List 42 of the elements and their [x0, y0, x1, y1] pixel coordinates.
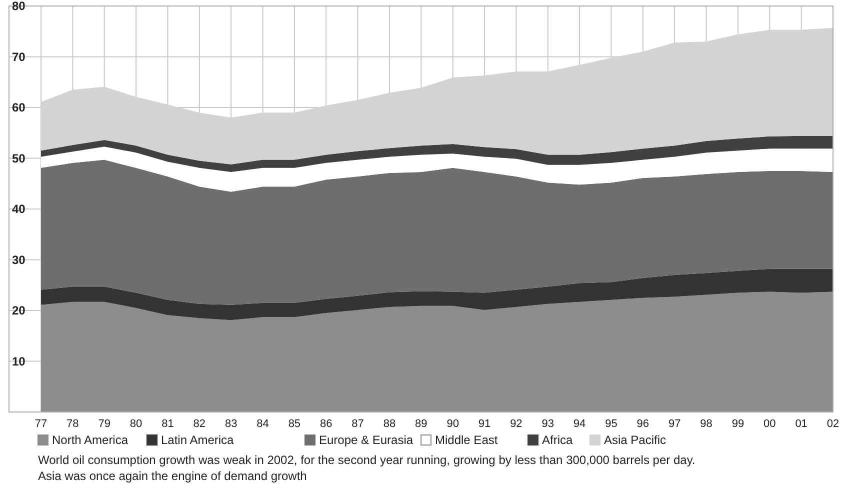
text: Asia was once again the engine of demand growth: [38, 469, 307, 483]
x-tick-label: 83: [224, 418, 238, 430]
x-tick-label: 94: [573, 418, 586, 430]
y-tick-label: 70: [12, 50, 26, 64]
x-tick-label: 78: [66, 418, 79, 430]
x-tick-label: 86: [320, 418, 332, 430]
legend-label: Asia Pacific: [604, 433, 666, 447]
y-tick-label: 30: [12, 252, 26, 267]
text: World oil consumption growth was weak in 2002, for the second year running, growing by less than 300,000 barrels per day.: [38, 453, 696, 467]
x-tick-label: 81: [162, 418, 174, 430]
y-tick-label: 50: [12, 151, 26, 166]
y-tick-label: 20: [12, 304, 26, 318]
legend-label: Latin America: [161, 433, 234, 447]
y-tick-label: 40: [12, 202, 26, 216]
x-tick-label: 87: [352, 418, 364, 430]
legend-label: Africa: [542, 433, 573, 447]
x-tick-label: 90: [446, 418, 459, 430]
x-tick-label: 91: [478, 418, 491, 430]
legend-label: Europe & Eurasia: [319, 433, 414, 447]
x-tick-label: 98: [700, 418, 712, 430]
x-tick-label: 00: [764, 418, 776, 430]
x-tick-label: 88: [383, 418, 396, 430]
x-tick-label: 80: [130, 418, 142, 430]
legend-label: Middle East: [435, 433, 498, 447]
x-tick-label: 82: [193, 418, 206, 430]
x-tick-label: 01: [795, 418, 808, 430]
x-tick-label: 89: [415, 418, 428, 430]
x-tick-label: 95: [605, 418, 618, 430]
x-tick-label: 92: [510, 418, 522, 430]
x-tick-label: 97: [668, 418, 681, 430]
x-tick-label: 93: [542, 418, 554, 430]
x-tick-label: 02: [826, 418, 840, 430]
x-tick-label: 84: [256, 418, 269, 430]
x-tick-label: 79: [98, 418, 110, 430]
x-tick-label: 96: [636, 418, 650, 430]
x-tick-label: 99: [732, 418, 744, 430]
x-tick-label: 85: [288, 418, 301, 430]
y-tick-label: 10: [12, 354, 26, 368]
y-tick-label: 80: [12, 0, 26, 13]
legend-label: North America: [52, 433, 128, 447]
y-tick-label: 60: [12, 100, 26, 114]
x-tick-label: 77: [34, 418, 48, 430]
